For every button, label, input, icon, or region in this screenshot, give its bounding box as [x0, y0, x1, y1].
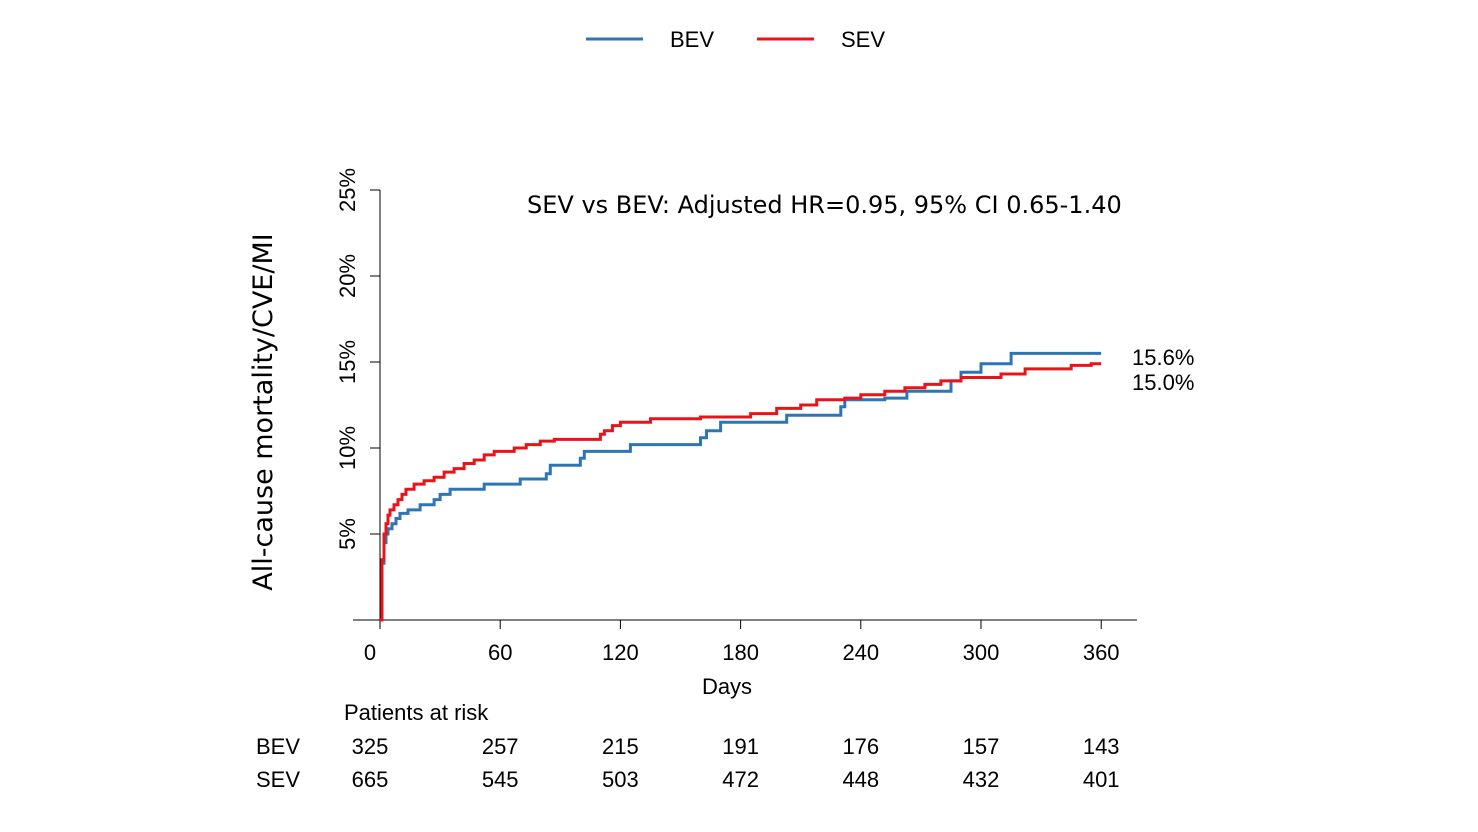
risk-value-bev: 176: [842, 734, 879, 759]
risk-value-bev: 157: [963, 734, 1000, 759]
risk-row-label-sev: SEV: [256, 767, 300, 792]
risk-value-sev: 448: [842, 767, 879, 792]
risk-value-sev: 545: [482, 767, 519, 792]
x-tick-label: 240: [842, 640, 879, 665]
y-tick-label: 5%: [335, 518, 360, 550]
x-axis-title: Days: [702, 674, 752, 699]
x-tick-label: 300: [963, 640, 1000, 665]
y-axis-title: All-cause mortality/CVE/MI: [248, 233, 279, 590]
risk-value-bev: 143: [1083, 734, 1120, 759]
risk-value-sev: 503: [602, 767, 639, 792]
risk-value-sev: 401: [1083, 767, 1120, 792]
x-tick-label: 360: [1083, 640, 1120, 665]
y-tick-label: 15%: [335, 340, 360, 384]
risk-value-sev: 472: [722, 767, 759, 792]
x-ticks: 0 60 120 180 240 300 360: [364, 620, 1120, 665]
series-line-bev: [380, 351, 1102, 622]
risk-value-bev: 325: [352, 734, 389, 759]
risk-row-label-bev: BEV: [256, 734, 300, 759]
hazard-ratio-annotation: SEV vs BEV: Adjusted HR=0.95, 95% CI 0.6…: [527, 191, 1122, 219]
legend-label-bev: BEV: [670, 27, 714, 52]
y-ticks: 5% 10% 15% 20% 25%: [335, 168, 380, 550]
risk-value-bev: 191: [722, 734, 759, 759]
series-layer: [380, 351, 1102, 622]
risk-table-title: Patients at risk: [344, 700, 489, 725]
x-tick-label: 120: [602, 640, 639, 665]
y-tick-label: 10%: [335, 426, 360, 470]
risk-values: 325 257 215 191 176 157 143 665 545 503 472 448 432 4…: [352, 734, 1120, 792]
legend: BEV SEV: [586, 27, 885, 52]
risk-table: Patients at risk BEV SEV 325 257 215 191 176…: [256, 700, 1120, 792]
legend-label-sev: SEV: [841, 27, 885, 52]
series-line-sev: [380, 362, 1102, 622]
bev-end-label: 15.6%: [1132, 345, 1194, 370]
x-tick-label: 60: [488, 640, 512, 665]
sev-end-label: 15.0%: [1132, 370, 1194, 395]
y-tick-label: 25%: [335, 168, 360, 212]
risk-value-sev: 665: [352, 767, 389, 792]
risk-value-sev: 432: [963, 767, 1000, 792]
x-tick-label: 180: [722, 640, 759, 665]
x-tick-label: 0: [364, 640, 376, 665]
risk-value-bev: 215: [602, 734, 639, 759]
risk-value-bev: 257: [482, 734, 519, 759]
y-tick-label: 20%: [335, 254, 360, 298]
